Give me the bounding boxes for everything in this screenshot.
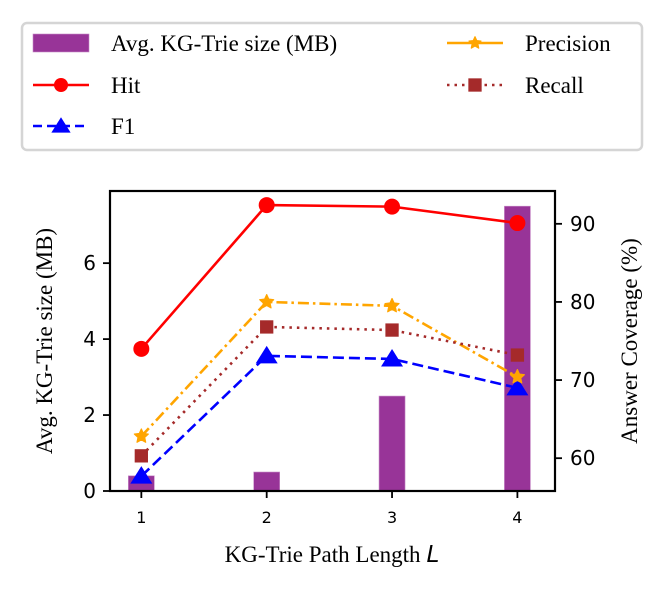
y-axis-label-right: Answer Coverage (%) <box>617 238 642 444</box>
marker-precision-L4 <box>509 368 525 384</box>
legend-item-precision: Precision <box>447 31 611 56</box>
series-line-precision <box>140 300 519 438</box>
marker-precision-L2 <box>259 293 275 309</box>
plot-area: 1 2 3 4 0 2 4 6 60 70 80 90 <box>83 189 595 527</box>
y-right-tick-label: 60 <box>570 446 595 470</box>
marker-recall-L2 <box>260 320 274 334</box>
legend-swatch-bar <box>32 33 90 53</box>
marker-f1-L2 <box>255 345 278 364</box>
series-line-f1 <box>140 354 518 478</box>
y-left-tick-label: 6 <box>83 251 96 275</box>
legend-frame <box>20 21 644 152</box>
bar-kg-trie-size-L2 <box>253 471 280 492</box>
legend-label-recall: Recall <box>525 73 584 98</box>
marker-f1-L1 <box>130 466 153 484</box>
legend-marker-precision <box>468 36 482 49</box>
series-line-recall <box>140 325 518 457</box>
x-tick-label: 2 <box>262 508 272 527</box>
legend-label-hit: Hit <box>111 73 141 98</box>
y-right-tick-label: 80 <box>570 290 595 314</box>
y-right-tick-label: 90 <box>570 212 595 236</box>
legend-marker-hit <box>54 78 68 92</box>
marker-recall-L4 <box>510 348 525 362</box>
marker-hit-L4 <box>509 215 526 232</box>
series-line-hit <box>140 203 518 350</box>
legend-label-avg-kg-trie-size-mb: Avg. KG-Trie size (MB) <box>111 31 337 56</box>
legend-item-f1: F1 <box>33 114 135 139</box>
legend-item-avg-kg-trie-size-mb: Avg. KG-Trie size (MB) <box>32 31 337 56</box>
y-right-tick-label: 70 <box>570 368 595 392</box>
marker-f1-L3 <box>381 348 404 367</box>
legend-label-precision: Precision <box>525 31 611 56</box>
x-tick-label: 4 <box>512 508 522 527</box>
marker-hit-L1 <box>133 340 150 357</box>
legend-marker-recall <box>468 78 482 92</box>
legend-item-hit: Hit <box>33 73 141 98</box>
marker-precision-L3 <box>384 297 400 313</box>
y-left-tick-label: 0 <box>83 479 96 503</box>
legend-marker-f1 <box>51 117 71 133</box>
y-axis-label-left: Avg. KG-Trie size (MB) <box>32 228 57 454</box>
x-tick-label: 3 <box>387 508 397 527</box>
legend-item-recall: Recall <box>447 73 584 98</box>
legend-label-f1: F1 <box>111 114 135 139</box>
marker-f1-L4 <box>506 377 529 396</box>
marker-hit-L2 <box>258 197 275 214</box>
bar-kg-trie-size-L3 <box>378 395 406 492</box>
marker-precision-L1 <box>133 428 149 443</box>
y-left-tick-label: 4 <box>83 327 96 351</box>
marker-recall-L1 <box>134 449 148 463</box>
x-tick-label: 1 <box>136 508 146 527</box>
x-axis-label-text: KG-Trie Path Length <box>225 542 421 567</box>
x-axis-label-variable: L <box>427 542 440 568</box>
marker-recall-L3 <box>385 323 399 337</box>
y-left-tick-label: 2 <box>83 403 96 427</box>
legend: Avg. KG-Trie size (MB) Hit F1 Precision Reca… <box>20 21 644 152</box>
axes-frame <box>108 189 557 493</box>
marker-hit-L3 <box>384 198 401 215</box>
x-axis-label: KG-Trie Path Length L <box>225 542 440 568</box>
